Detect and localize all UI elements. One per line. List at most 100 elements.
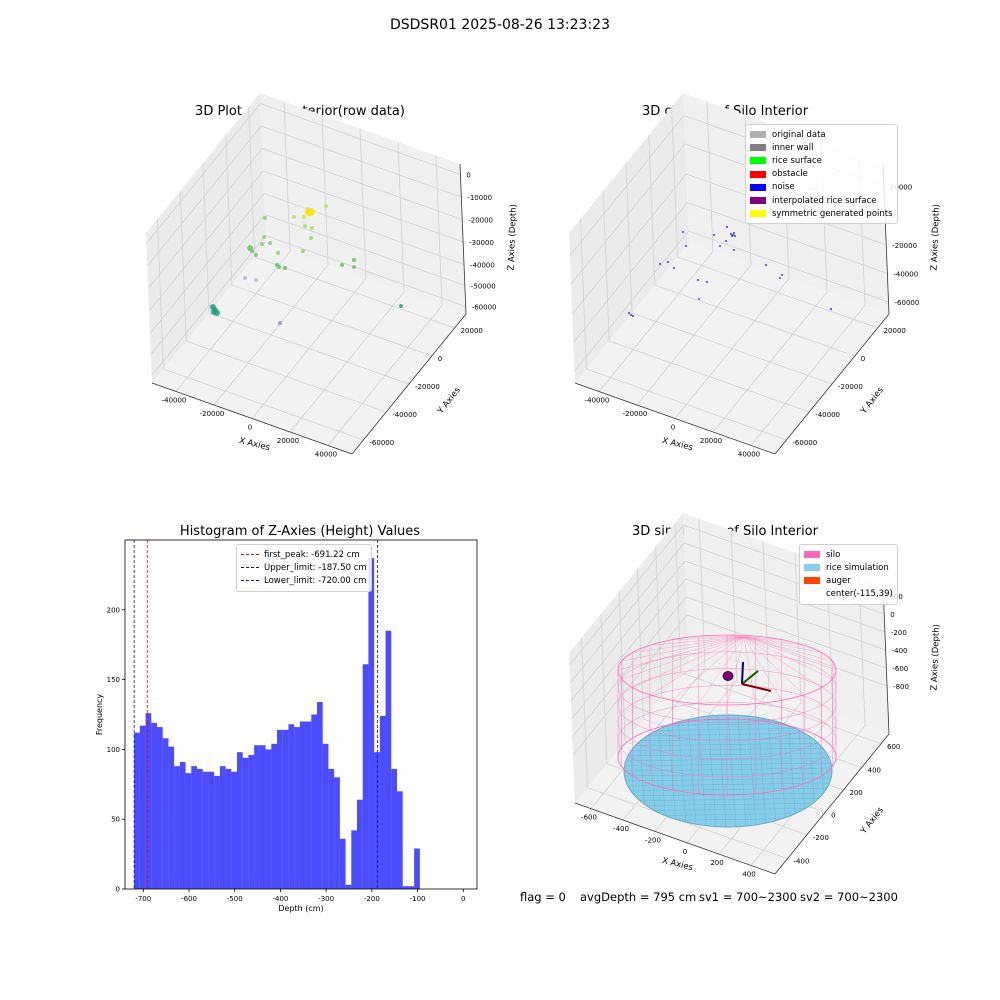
histogram-bar: [305, 721, 312, 889]
silo-roof-line: [743, 636, 782, 701]
histogram-x-tick-label: -600: [181, 895, 197, 903]
panel2-legend-item: inner wall: [750, 141, 893, 154]
panel1-grid-z: [263, 193, 465, 265]
rice-mesh-line: [667, 715, 677, 827]
rice-mesh-line: [624, 807, 832, 812]
legend-swatch: [750, 210, 766, 218]
histogram-bar: [374, 752, 380, 889]
panel1-grid-z: [260, 103, 461, 175]
histogram-bar: [397, 791, 403, 889]
panel4-y-tick-label: -200: [813, 834, 829, 842]
histogram-x-axis-label: Depth (cm): [278, 904, 323, 913]
panel1-data-point: [254, 278, 258, 282]
panel4-x-axis-line: [574, 802, 776, 875]
panel2-z-tick-label: -40000: [893, 271, 918, 279]
legend-label: original data: [772, 129, 826, 140]
legend-label: interpolated rice surface: [772, 195, 877, 206]
panel1-data-point: [309, 236, 313, 240]
panel4-z-tick-label: -600: [892, 665, 908, 673]
panel4-grid-x: [762, 541, 770, 692]
rice-mesh-line: [647, 715, 657, 827]
histogram-bar: [219, 766, 226, 889]
panel1-grid-x: [397, 141, 405, 293]
silo-roof-line: [726, 636, 745, 706]
panel4-y-axis-label: Y Axies: [858, 805, 886, 837]
panel4-y-axis-line: [774, 733, 890, 875]
histogram-bar: [402, 886, 409, 889]
silo-roof-line: [672, 636, 745, 701]
rice-mesh-line: [624, 747, 832, 752]
histogram-bar: [334, 777, 340, 889]
panel1-z-axis-label: Z Axies (Depth): [507, 204, 519, 271]
panel2-y-tick-label: -20000: [838, 383, 863, 391]
silo-roof-line: [621, 636, 745, 680]
panel2-legend-item: noise: [750, 181, 893, 194]
panel2-grid-z: [688, 230, 889, 303]
histogram-bar: [385, 630, 392, 889]
panel2-z-tick-label: -20000: [892, 242, 917, 250]
panel1-grid-y: [208, 312, 410, 385]
panel1-grid-z: [265, 235, 466, 307]
panel4-grid-x: [730, 530, 738, 681]
panel1-y-tick-label: -60000: [369, 439, 394, 447]
silo-roof-line: [698, 636, 745, 638]
legend-swatch: [750, 131, 766, 139]
panel2-grid-z: [573, 202, 688, 343]
histogram-frame: [124, 539, 478, 890]
panel2-grid-y: [631, 312, 833, 385]
panel2-noise-point: [725, 240, 727, 242]
legend-label: rice simulation: [826, 562, 889, 573]
panel4-x-tick-label: 0: [683, 848, 687, 856]
histogram-bar: [362, 664, 369, 889]
silo-roof-line: [743, 636, 833, 662]
histogram-bar: [299, 721, 306, 889]
panel1-grid-z: [146, 103, 261, 244]
legend-swatch: [804, 591, 820, 598]
footer-sv1: sv1 = 700~2300: [699, 890, 797, 904]
histogram-bar: [179, 761, 186, 889]
panel4-grid-z: [569, 542, 685, 684]
histogram-x-tick-label: -100: [410, 895, 426, 903]
histogram-bar: [231, 771, 237, 889]
silo-roof-line: [743, 636, 833, 680]
histogram-bar: [145, 713, 152, 889]
panel2-noise-point: [706, 281, 708, 283]
legend-label: obstacle: [772, 169, 808, 180]
rice-mesh-line: [624, 762, 832, 767]
panel2-y-tick-label: -40000: [815, 411, 840, 419]
panel4-legend-item: silo: [804, 548, 893, 561]
histogram-y-tick-label: 200: [107, 606, 120, 614]
panel4-grid-y: [600, 613, 608, 764]
panel2-noise-point: [698, 298, 700, 300]
panel2-z-tick-label: -60000: [895, 299, 920, 307]
rice-mesh-line: [624, 737, 832, 742]
panel2-grid-y: [648, 134, 656, 286]
panel2-x-axis-line: [574, 382, 776, 455]
panel4-grid-y: [680, 672, 882, 745]
panel4-grid-z: [685, 578, 886, 651]
panel1-z-tick-label: -50000: [471, 283, 496, 291]
panel1-x-axis-line: [151, 382, 353, 455]
panel2-y-tick-label: 20000: [884, 327, 906, 335]
panel1-data-point: [305, 207, 311, 213]
silo-roof-line: [743, 636, 782, 640]
panel1-z-tick-label: -20000: [468, 217, 493, 225]
panel2-noise-point: [628, 312, 630, 314]
legend-swatch: [804, 577, 820, 585]
panel2-grid-z: [570, 143, 686, 285]
panel1-z-tick-label: -30000: [469, 239, 494, 247]
panel1-grid-z: [148, 170, 264, 312]
panel1-y-tick-label: -20000: [415, 383, 440, 391]
histogram-x-tick-label: -700: [135, 895, 151, 903]
panel4-x-axis-label: X Axies: [661, 856, 694, 873]
rice-mesh-line: [677, 715, 687, 827]
panel1-y-tick-label: -40000: [392, 411, 417, 419]
histogram-bar: [208, 771, 215, 889]
silo-roof-line: [743, 636, 756, 638]
panel1-grid-y: [248, 106, 255, 258]
panel2-noise-point: [779, 277, 781, 279]
panel1-grid-z: [262, 170, 464, 243]
panel1-data-point: [340, 263, 344, 267]
